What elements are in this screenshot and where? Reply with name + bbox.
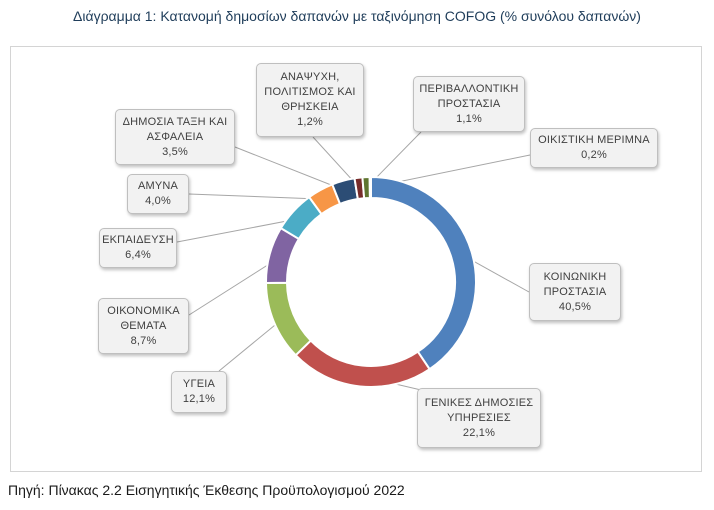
label-koinoniki-name: ΚΟΙΝΩΝΙΚΗ ΠΡΟΣΤΑΣΙΑ	[543, 270, 607, 298]
label-genikes-value: 22,1%	[462, 426, 496, 439]
label-amyna-value: 4,0%	[145, 195, 171, 207]
label-dimosia-taxi-name: ΔΗΜΟΣΙΑ ΤΑΞΗ ΚΑΙ ΑΣΦΑΛΕΙΑ	[122, 115, 228, 143]
label-oikonomika-value: 8,7%	[130, 334, 157, 347]
label-perivallon: ΠΕΡΙΒΑΛΛΟΝΤΙΚΗ ΠΡΟΣΤΑΣΙΑ 1,1%	[413, 76, 525, 132]
slice-1	[294, 339, 431, 388]
slice-0	[370, 175, 477, 371]
label-koinoniki: ΚΟΙΝΩΝΙΚΗ ΠΡΟΣΤΑΣΙΑ 40,5%	[529, 263, 621, 321]
label-amyna: ΑΜΥΝΑ 4,0%	[127, 174, 189, 214]
chart-frame: ΑΝΑΨΥΧΗ, ΠΟΛΙΤΙΣΜΟΣ ΚΑΙ ΘΡΗΣΚΕΙΑ 1,2% ΠΕ…	[10, 46, 702, 472]
source-note: Πηγή: Πίνακας 2.2 Εισηγητικής Έκθεσης Πρ…	[8, 482, 405, 498]
label-oikistiki-value: 0,2%	[581, 149, 607, 161]
label-ygeia-name: ΥΓΕΙΑ	[182, 378, 216, 390]
leader-line-3	[188, 256, 281, 316]
label-koinoniki-value: 40,5%	[558, 300, 592, 313]
label-anapsychi: ΑΝΑΨΥΧΗ, ΠΟΛΙΤΙΣΜΟΣ ΚΑΙ ΘΡΗΣΚΕΙΑ 1,2%	[256, 63, 364, 137]
label-anapsychi-name: ΑΝΑΨΥΧΗ, ΠΟΛΙΤΙΣΜΟΣ ΚΑΙ ΘΡΗΣΚΕΙΑ	[264, 71, 356, 113]
label-ygeia: ΥΓΕΙΑ 12,1%	[171, 371, 227, 413]
label-oikistiki-name: ΟΙΚΙΣΤΙΚΗ ΜΕΡΙΜΝΑ	[538, 134, 650, 146]
label-oikistiki: ΟΙΚΙΣΤΙΚΗ ΜΕΡΙΜΝΑ 0,2%	[530, 128, 658, 168]
label-perivallon-value: 1,1%	[456, 112, 482, 125]
label-genikes: ΓΕΝΙΚΕΣ ΔΗΜΟΣΙΕΣ ΥΠΗΡΕΣΙΕΣ 22,1%	[417, 388, 541, 448]
label-ekpaideysi-value: 6,4%	[125, 249, 151, 261]
leader-line-5	[188, 193, 326, 200]
label-ekpaideysi-name: ΕΚΠΑΙΔΕΥΣΗ	[102, 234, 174, 246]
label-perivallon-name: ΠΕΡΙΒΑΛΛΟΝΤΙΚΗ ΠΡΟΣΤΑΣΙΑ	[419, 82, 519, 110]
slice-9	[368, 175, 372, 200]
label-amyna-name: ΑΜΥΝΑ	[137, 180, 179, 192]
label-oikonomika-name: ΟΙΚΟΝΟΜΙΚΑ ΘΕΜΑΤΑ	[107, 304, 180, 332]
label-genikes-name: ΓΕΝΙΚΕΣ ΔΗΜΟΣΙΕΣ ΥΠΗΡΕΣΙΕΣ	[424, 396, 534, 424]
chart-caption: Διάγραμμα 1: Κατανομή δημοσίων δαπανών μ…	[73, 8, 641, 24]
leader-line-2	[218, 317, 284, 372]
label-anapsychi-value: 1,2%	[297, 116, 323, 128]
slice-2	[264, 281, 313, 357]
label-oikonomika: ΟΙΚΟΝΟΜΙΚΑ ΘΕΜΑΤΑ 8,7%	[98, 298, 189, 354]
leader-line-6	[234, 146, 347, 192]
label-dimosia-taxi: ΔΗΜΟΣΙΑ ΤΑΞΗ ΚΑΙ ΑΣΦΑΛΕΙΑ 3,5%	[115, 109, 235, 165]
label-ekpaideysi: ΕΚΠΑΙΔΕΥΣΗ 6,4%	[99, 228, 177, 268]
leader-line-4	[176, 217, 302, 243]
label-ygeia-value: 12,1%	[182, 393, 216, 405]
label-dimosia-taxi-value: 3,5%	[162, 145, 188, 158]
doughnut-chart	[176, 131, 531, 398]
